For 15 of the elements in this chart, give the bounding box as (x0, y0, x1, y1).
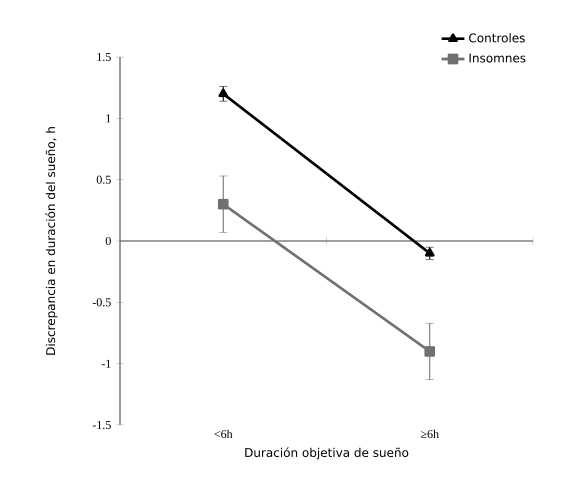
y-axis-title: Discrepancia en duración del sueño, h (45, 127, 58, 355)
y-tick-label: 1 (106, 114, 111, 122)
legend-label: Insomnes (470, 54, 526, 63)
x-tick-label: ≥6h (420, 430, 439, 438)
legend-label: Controles (469, 33, 525, 42)
y-tick-label: 1.5 (97, 52, 111, 62)
x-axis-title: Duración objetiva de sueño (245, 447, 408, 460)
y-tick-label: -0.5 (92, 298, 111, 306)
y-tick-label: -1.5 (92, 420, 111, 430)
y-tick-label: -1 (102, 360, 111, 368)
point (424, 346, 436, 357)
y-tick-label: 0 (106, 236, 111, 246)
point (218, 198, 229, 210)
x-tick-label: <6h (214, 430, 232, 438)
y-tick-label: 0.5 (96, 176, 111, 184)
